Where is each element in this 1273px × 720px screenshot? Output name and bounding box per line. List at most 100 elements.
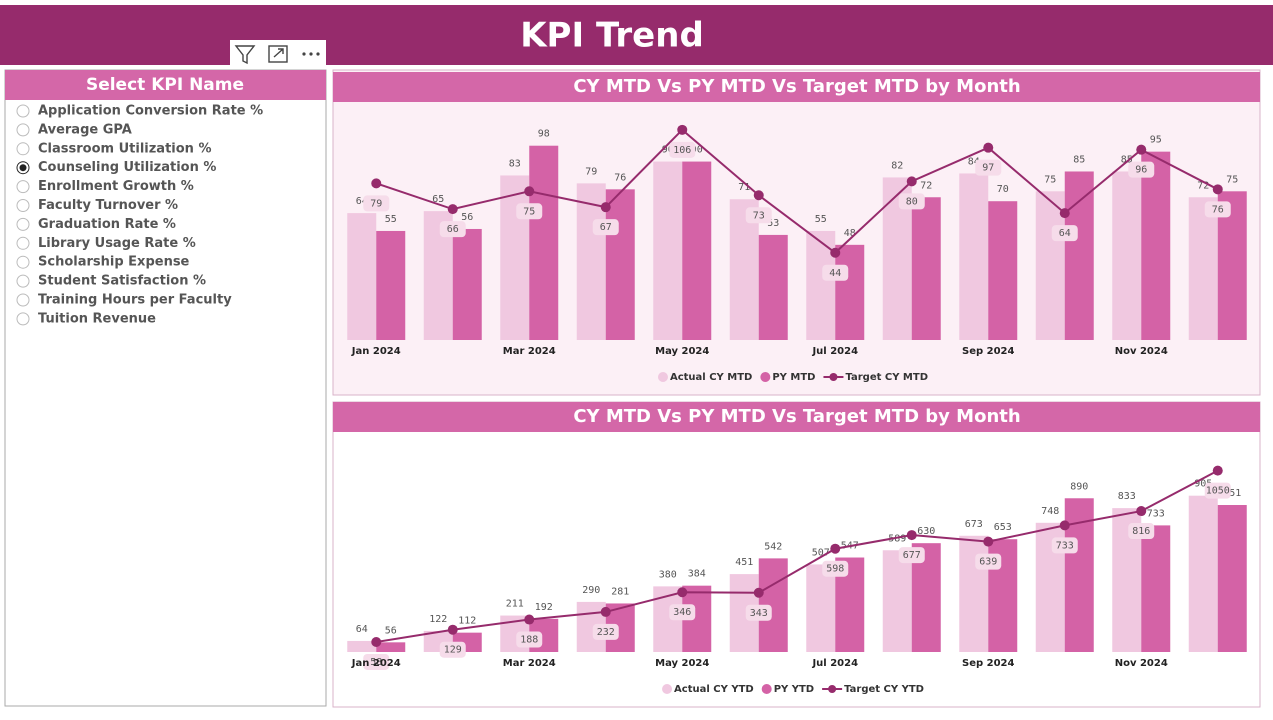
data-label: 507	[812, 547, 830, 558]
data-label: 905	[1194, 479, 1212, 490]
data-label: 97	[982, 163, 994, 174]
slicer-title: Select KPI Name	[86, 75, 244, 95]
legend-label: Target CY MTD	[845, 372, 928, 383]
page-title: KPI Trend	[520, 16, 704, 56]
bar	[529, 145, 559, 340]
data-label: 55	[385, 214, 397, 225]
bar	[376, 642, 406, 652]
bar	[911, 197, 941, 340]
bar	[605, 189, 635, 340]
slicer-item[interactable]: Training Hours per Faculty	[38, 293, 232, 308]
bar	[682, 161, 712, 340]
slicer-item[interactable]: Student Satisfaction %	[38, 274, 206, 289]
label-bg	[975, 553, 1002, 570]
chart-header	[333, 402, 1260, 432]
radio-button[interactable]	[16, 217, 30, 231]
data-label: 122	[429, 614, 447, 625]
label-bg	[1204, 201, 1231, 218]
bar	[959, 173, 989, 340]
data-label: 82	[891, 160, 903, 171]
slicer-item[interactable]: Scholarship Expense	[38, 255, 190, 270]
x-tick-label: Jul 2024	[811, 658, 858, 669]
bar	[1217, 505, 1247, 652]
data-label: 85	[1073, 154, 1085, 165]
bar	[806, 230, 836, 340]
slicer-item[interactable]: Faculty Turnover %	[38, 198, 178, 213]
data-label: 48	[844, 228, 856, 239]
legend-label: Target CY YTD	[844, 684, 924, 695]
data-label: 673	[965, 519, 983, 530]
radio-button[interactable]	[16, 293, 30, 307]
target-point	[677, 124, 688, 135]
data-label: 653	[994, 522, 1012, 533]
more-icon[interactable]	[302, 52, 320, 56]
legend-label: PY MTD	[772, 372, 815, 383]
bar	[1064, 171, 1094, 340]
bar	[500, 175, 530, 340]
label-bg	[516, 203, 543, 220]
data-label: 232	[597, 627, 615, 638]
data-label: 96	[1135, 165, 1147, 176]
data-label: 71	[738, 182, 750, 193]
filter-icon[interactable]	[234, 45, 256, 65]
radio-button[interactable]	[16, 104, 30, 118]
label-bg	[1051, 225, 1078, 242]
radio-button[interactable]	[16, 255, 30, 269]
data-label: 346	[673, 607, 691, 618]
data-label: 53	[767, 218, 779, 229]
data-label: 76	[1212, 204, 1224, 215]
target-point	[371, 636, 382, 647]
label-bg	[669, 604, 696, 621]
data-label: 542	[764, 541, 782, 552]
target-point	[600, 202, 611, 213]
data-label: 72	[920, 180, 932, 191]
bar	[653, 161, 683, 340]
target-point	[371, 178, 382, 189]
radio-button[interactable]	[16, 142, 30, 156]
radio-button[interactable]	[16, 236, 30, 250]
data-label: 70	[997, 184, 1009, 195]
target-point	[983, 536, 994, 547]
legend-label: PY YTD	[774, 684, 814, 695]
label-bg	[439, 221, 466, 238]
slicer-item[interactable]: Tuition Revenue	[38, 311, 156, 326]
data-label: 76	[614, 172, 626, 183]
data-label: 112	[458, 616, 476, 627]
radio-button[interactable]	[16, 180, 30, 194]
bar	[835, 244, 865, 340]
data-label: 72	[1197, 180, 1209, 191]
radio-button[interactable]	[16, 123, 30, 137]
bar	[347, 640, 377, 652]
slicer-item[interactable]: Graduation Rate %	[38, 217, 176, 232]
target-point	[830, 247, 841, 258]
slicer-item[interactable]: Application Conversion Rate %	[38, 104, 263, 119]
slicer-item[interactable]: Counseling Utilization %	[38, 160, 216, 175]
radio-button[interactable]	[16, 312, 30, 326]
radio-button[interactable]	[16, 199, 30, 212]
slicer-item[interactable]: Enrollment Growth %	[38, 179, 194, 194]
slicer-item[interactable]: Average GPA	[38, 122, 132, 137]
bar	[376, 230, 406, 340]
bar	[1188, 197, 1218, 340]
slicer-item[interactable]: Classroom Utilization %	[38, 141, 211, 156]
target-point	[1059, 208, 1070, 219]
data-label: 83	[509, 158, 521, 169]
target-point	[447, 624, 458, 635]
target-point	[1212, 465, 1223, 476]
focus-icon[interactable]	[268, 45, 288, 63]
radio-button[interactable]	[16, 274, 30, 288]
data-label: 677	[903, 550, 921, 561]
slicer-item[interactable]: Library Usage Rate %	[38, 236, 196, 251]
data-label: 380	[659, 569, 677, 580]
bar	[1141, 151, 1171, 340]
target-point	[677, 587, 688, 598]
bar	[959, 535, 989, 652]
legend-label: Actual CY MTD	[670, 372, 752, 383]
x-tick-label: Jan 2024	[351, 346, 401, 357]
data-label: 90	[691, 145, 703, 156]
data-label: 129	[444, 645, 462, 656]
x-tick-label: May 2024	[655, 658, 709, 669]
bar	[1188, 495, 1218, 652]
data-label: 833	[1118, 491, 1136, 502]
legend-marker	[662, 684, 673, 694]
